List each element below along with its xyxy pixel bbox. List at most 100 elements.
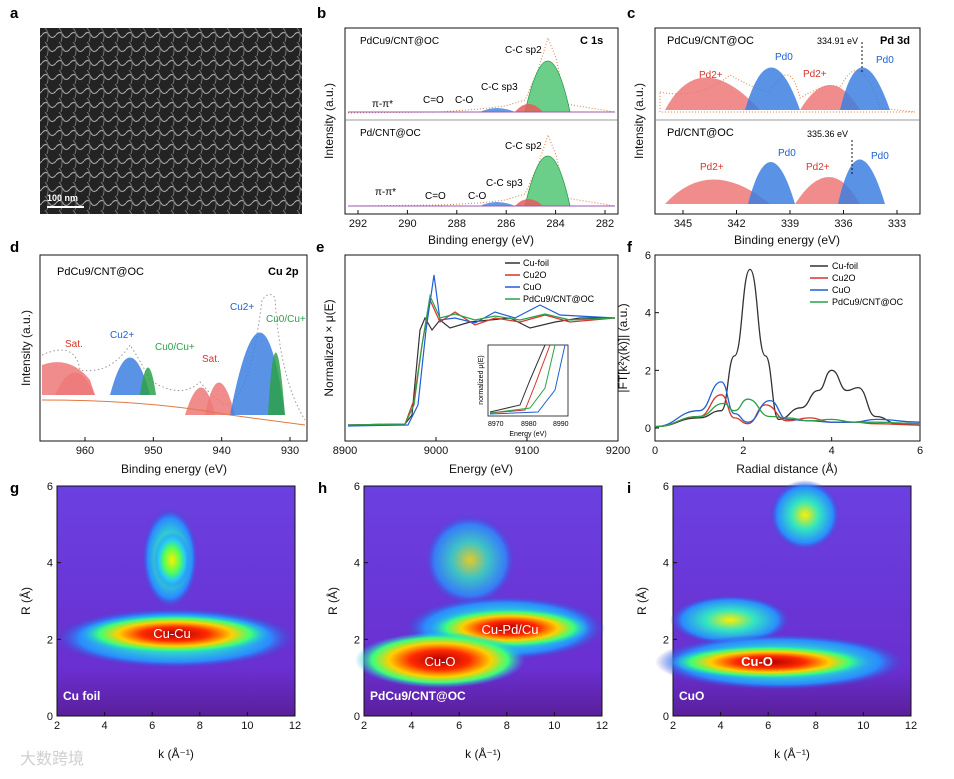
wt-i-ytick-label: 0 (663, 711, 669, 723)
xanes-cu-foil (347, 316, 615, 426)
pd3d-bottom-value: 335.36 eV (807, 129, 848, 139)
pd3d-bottom-pd0-label-a: Pd0 (778, 148, 796, 159)
wt-g-ytick-label: 4 (47, 558, 53, 570)
wt-h-xtick-label: 2 (361, 720, 367, 732)
pd3d-bottom-pd2-label-a: Pd2+ (700, 162, 724, 173)
ft-xtick-label: 0 (652, 445, 658, 457)
panel-d: d PdCu9/CNT@OC Cu 2p Sat. Cu2+ Cu0/Cu+ S… (10, 239, 308, 476)
ft-ytick-label: 2 (645, 365, 651, 377)
wt-i-ytick-label: 2 (663, 634, 669, 646)
xanes-xtick-label: 9100 (515, 445, 539, 457)
wt-i-xtick-label: 10 (857, 720, 869, 732)
c1s-top-sp2-peak (524, 60, 571, 113)
ft-legend-cuo: CuO (832, 285, 851, 295)
ft-x-ticks: 0 2 4 6 (652, 437, 923, 457)
ft-legend-cu-foil: Cu-foil (832, 261, 858, 271)
c1s-bottom-sp3-label: C-C sp3 (486, 178, 523, 189)
c1s-xtick-label: 282 (596, 218, 614, 230)
wt-h-ytick-label: 4 (354, 558, 360, 570)
wt-cu-cu-label: Cu-Cu (153, 626, 191, 641)
pd3d-top-pd0-label-a: Pd0 (775, 52, 793, 63)
ft-xtick-label: 2 (740, 445, 746, 457)
c1s-bottom-sample: Pd/CNT@OC (360, 128, 421, 139)
pd3d-xtick-label: 345 (674, 218, 692, 230)
cu2p-cu0-label-a: Cu0/Cu+ (155, 342, 195, 353)
wt-h-xtick-label: 8 (504, 720, 510, 732)
cu2p-sat-peak-a (55, 372, 95, 395)
ft-ylabel: |FT[k²χ(k)]| (a.u.) (616, 303, 630, 392)
pd3d-top-pd2-peak-a (665, 77, 760, 110)
wt-g-sample: Cu foil (63, 689, 100, 703)
xanes-legend-cuo: CuO (523, 282, 542, 292)
panel-b-frame (344, 27, 619, 215)
panel-e-frame (344, 254, 619, 442)
wt-i-sample: CuO (679, 689, 704, 703)
cu2p-x-ticks: 960 950 940 930 (76, 437, 299, 457)
ft-xtick-label: 4 (829, 445, 835, 457)
inset-ylabel: normalized μ(E) (478, 355, 485, 405)
pd3d-top-pd2-label-a: Pd2+ (699, 70, 723, 81)
panel-c-frame (654, 27, 921, 215)
panel-e-label: e (316, 239, 324, 256)
c1s-xtick-label: 292 (349, 218, 367, 230)
inset-xtick-0: 8970 (488, 421, 504, 428)
ft-series-cu-foil (654, 268, 921, 428)
wt-g-ytick-label: 2 (47, 634, 53, 646)
inset-xtick-2: 8990 (553, 421, 569, 428)
cu2p-xtick-label: 930 (281, 445, 299, 457)
c1s-top-sp3-label: C-C sp3 (481, 82, 518, 93)
cu2p-xtick-label: 950 (144, 445, 162, 457)
pd3d-xtick-label: 336 (834, 218, 852, 230)
c1s-top-pipi-label: π-π* (372, 99, 393, 110)
pd3d-bottom-pd0-label-b: Pd0 (871, 151, 889, 162)
wt-g-xtick-label: 6 (149, 720, 155, 732)
ft-legend-pdcu9: PdCu9/CNT@OC (832, 297, 904, 307)
scale-bar-label: 100 nm (47, 193, 78, 203)
xanes-legend: Cu-foil Cu2O CuO PdCu9/CNT@OC (505, 258, 595, 304)
panel-e: e Cu-foil Cu2O CuO PdCu9/CNT@OC 8970 898… (316, 239, 630, 476)
cu2p-sat-label-b: Sat. (202, 354, 220, 365)
c1s-xtick-label: 284 (546, 218, 564, 230)
wt-i-xtick-label: 12 (905, 720, 917, 732)
wt-h-xtick-label: 10 (548, 720, 560, 732)
cu2p-xtick-label: 960 (76, 445, 94, 457)
pd3d-xtick-label: 333 (888, 218, 906, 230)
c1s-xtick-label: 288 (448, 218, 466, 230)
ft-ytick-label: 4 (645, 308, 651, 320)
cu2p-cu2-label-b: Cu2+ (230, 302, 254, 313)
panel-a-label: a (10, 5, 19, 22)
pd3d-top-sample: PdCu9/CNT@OC (667, 35, 754, 47)
cu2p-xtick-label: 940 (212, 445, 230, 457)
wt-i-ytick-label: 4 (663, 558, 669, 570)
wt-i-cu-o-label: Cu-O (741, 654, 773, 669)
wt-h-ytick-label: 6 (354, 481, 360, 493)
watermark: 大数跨境 (20, 749, 84, 768)
pd3d-xtick-label: 342 (727, 218, 745, 230)
panel-f-label: f (627, 239, 633, 256)
panel-h-label: h (318, 480, 327, 497)
cu2p-sample: PdCu9/CNT@OC (57, 266, 144, 278)
cu2p-cu2-peak-a (110, 357, 150, 395)
wt-i-ylabel: R (Å) (634, 587, 649, 615)
cu2p-raw-data (41, 294, 306, 421)
wt-g-xtick-label: 10 (241, 720, 253, 732)
cu2p-element-label: Cu 2p (268, 266, 299, 278)
wt-h-ylabel: R (Å) (325, 587, 340, 615)
wt-g-xtick-label: 2 (54, 720, 60, 732)
pd3d-top-pd0-label-b: Pd0 (876, 55, 894, 66)
c1s-top-ceo-label: C=O (423, 95, 444, 106)
ft-legend-cu2o: Cu2O (832, 273, 856, 283)
panel-b: b PdCu9/CNT@OC C 1s C-C sp2 C-C sp3 C-O … (317, 5, 619, 247)
cu2p-cu0-peak-a (140, 367, 156, 395)
panel-d-frame (39, 254, 308, 442)
c1s-top-sp2-label: C-C sp2 (505, 45, 542, 56)
ft-series-pdcu9-cnt-oc (654, 398, 921, 428)
inset-xtick-1: 8980 (521, 421, 537, 428)
c1s-bottom-ceo-label: C=O (425, 191, 446, 202)
c1s-xlabel: Binding energy (eV) (428, 233, 534, 247)
